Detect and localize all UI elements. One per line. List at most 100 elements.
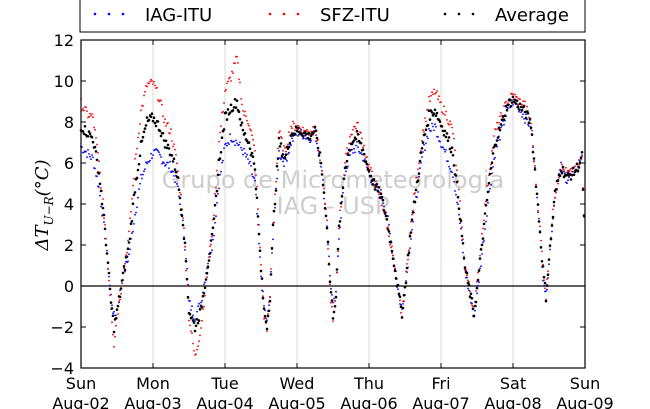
data-point	[90, 115, 92, 117]
data-point	[93, 126, 95, 129]
data-point	[130, 210, 132, 213]
data-point	[433, 129, 435, 132]
data-point	[89, 112, 91, 115]
data-point	[572, 170, 574, 173]
data-point	[196, 321, 200, 325]
data-point	[323, 206, 327, 210]
data-point	[211, 226, 215, 229]
data-point	[427, 109, 431, 113]
data-point	[416, 176, 418, 179]
data-point	[297, 135, 299, 137]
data-point	[115, 314, 117, 317]
data-point	[241, 149, 243, 152]
data-point	[214, 192, 216, 195]
data-point	[539, 225, 541, 228]
data-point	[236, 55, 238, 58]
data-point	[389, 240, 393, 244]
data-point	[259, 269, 263, 273]
data-point	[198, 340, 200, 343]
data-point	[214, 194, 218, 198]
data-point	[193, 349, 195, 352]
data-point	[283, 165, 285, 168]
data-point	[184, 249, 186, 251]
data-point	[188, 312, 192, 316]
data-point	[282, 149, 284, 152]
data-point	[264, 320, 268, 324]
data-point	[580, 158, 582, 161]
data-point	[447, 122, 449, 125]
data-point	[281, 137, 283, 140]
data-point	[222, 110, 224, 113]
x-tick-date-label: Aug-07	[412, 394, 469, 409]
data-point	[201, 299, 203, 302]
data-point	[192, 314, 194, 317]
data-point	[277, 136, 281, 140]
data-point	[117, 313, 119, 315]
data-point	[522, 100, 524, 103]
data-point	[102, 213, 106, 217]
data-point	[226, 144, 228, 147]
data-point	[244, 152, 246, 155]
data-point	[303, 137, 305, 140]
data-point	[144, 90, 146, 93]
data-point	[438, 120, 442, 123]
data-point	[521, 116, 523, 118]
data-point	[445, 149, 447, 151]
data-point	[265, 327, 269, 331]
data-point	[574, 168, 578, 172]
data-point	[418, 175, 420, 178]
data-point	[144, 168, 146, 171]
data-point	[569, 169, 571, 171]
data-point	[109, 301, 113, 304]
data-point	[151, 119, 155, 123]
data-point	[269, 273, 273, 276]
data-point	[449, 167, 451, 170]
data-point	[340, 205, 342, 208]
data-point	[466, 274, 468, 277]
data-point	[209, 245, 211, 248]
data-point	[195, 353, 197, 356]
data-point	[422, 129, 424, 132]
data-point	[111, 304, 113, 307]
series-average	[79, 95, 586, 334]
data-point	[427, 137, 429, 140]
data-point	[394, 267, 396, 270]
data-point	[131, 198, 133, 200]
data-point	[352, 139, 356, 142]
data-point	[431, 91, 433, 94]
data-point	[518, 102, 522, 106]
data-point	[88, 132, 92, 135]
data-point	[456, 195, 460, 199]
data-point	[332, 301, 334, 304]
data-point	[157, 149, 159, 152]
data-point	[150, 78, 152, 81]
data-point	[499, 115, 501, 118]
data-point	[253, 177, 255, 179]
data-point	[324, 214, 328, 218]
data-point	[443, 148, 445, 151]
data-point	[211, 249, 213, 252]
data-point	[558, 177, 560, 179]
data-point	[219, 173, 221, 176]
data-point	[220, 136, 224, 139]
data-point	[154, 84, 156, 87]
data-point	[329, 274, 331, 277]
data-point	[450, 146, 454, 149]
data-point	[110, 307, 114, 310]
data-point	[307, 131, 311, 135]
data-point	[108, 287, 112, 291]
data-point	[102, 198, 104, 200]
data-point	[533, 168, 537, 171]
data-point	[315, 134, 317, 137]
data-point	[355, 127, 357, 130]
data-point	[312, 126, 314, 128]
data-point	[539, 246, 543, 249]
x-tick-date-label: Aug-05	[268, 394, 325, 409]
data-point	[420, 150, 422, 152]
data-point	[419, 167, 421, 170]
data-point	[250, 129, 252, 132]
data-point	[337, 250, 339, 253]
data-point	[361, 153, 363, 156]
data-point	[471, 304, 473, 307]
data-point	[203, 286, 207, 290]
